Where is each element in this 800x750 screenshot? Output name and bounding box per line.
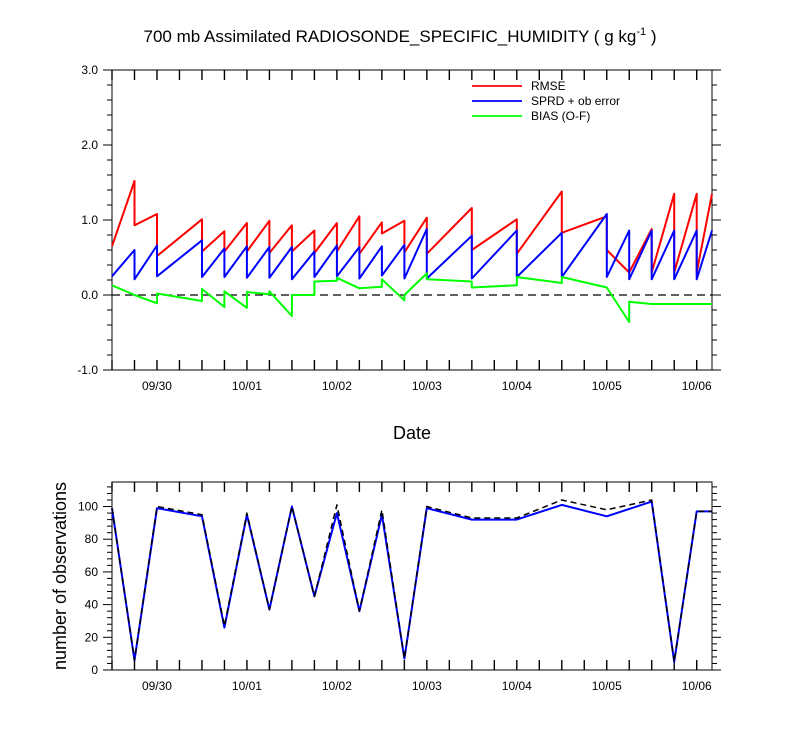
legend-label-rmse: RMSE: [531, 79, 566, 93]
top-series-sprd-ob-error: [111, 213, 713, 281]
bottom-x-tick-label-10-05: 10/05: [592, 679, 622, 693]
top-chart-panel: 09/30 10/01 10/02 10/03 10/04 10/05 10/06 -1.0 0…: [77, 63, 721, 443]
top-x-tick-label-10-02: 10/02: [322, 379, 352, 393]
bottom-x-tick-label-10-02: 10/02: [322, 679, 352, 693]
y-axis-label-observations: number of observations: [50, 482, 70, 670]
bottom-series-assimilated: [111, 500, 712, 663]
top-y-tick-label-0-0: 0.0: [81, 288, 98, 302]
legend-label-bias-o-f: BIAS (O-F): [531, 109, 590, 123]
bottom-series-group: [111, 499, 712, 663]
bottom-chart-panel: 09/30 10/01 10/02 10/03 10/04 10/05 10/06 0 20 40…: [50, 481, 721, 693]
bottom-y-tick-label-0: 0: [91, 663, 98, 677]
bottom-series-possible: [111, 499, 712, 663]
top-x-tick-label-10-05: 10/05: [592, 379, 622, 393]
top-series-bias-o-f: [111, 272, 712, 323]
top-x-tick-label-10-03: 10/03: [412, 379, 442, 393]
top-x-tick-label-10-01: 10/01: [232, 379, 262, 393]
top-y-tick-label-3-0: 3.0: [81, 63, 98, 77]
bottom-x-tick-label-10-01: 10/01: [232, 679, 262, 693]
top-ticks: 09/30 10/01 10/02 10/03 10/04 10/05 10/06 -1.0 0…: [77, 63, 721, 393]
bottom-x-tick-label-09-30: 09/30: [142, 679, 172, 693]
bottom-x-tick-label-10-04: 10/04: [502, 679, 532, 693]
bottom-plot-frame: [111, 481, 713, 671]
top-x-tick-label-10-04: 10/04: [502, 379, 532, 393]
top-y-tick-label-1-0: -1.0: [77, 363, 98, 377]
bottom-y-tick-label-80: 80: [85, 532, 99, 546]
x-axis-label: Date: [393, 423, 431, 443]
top-series-group: [111, 180, 713, 323]
legend-label-sprd-ob-error: SPRD + ob error: [531, 94, 620, 108]
bottom-y-tick-label-100: 100: [78, 500, 98, 514]
bottom-y-tick-label-60: 60: [85, 565, 99, 579]
bottom-ticks: 09/30 10/01 10/02 10/03 10/04 10/05 10/06 0 20 40…: [78, 482, 721, 693]
top-x-tick-label-09-30: 09/30: [142, 379, 172, 393]
bottom-y-tick-label-40: 40: [85, 598, 99, 612]
bottom-x-tick-label-10-03: 10/03: [412, 679, 442, 693]
bottom-y-tick-label-20: 20: [85, 630, 99, 644]
top-y-tick-label-2-0: 2.0: [81, 138, 98, 152]
top-y-tick-label-1-0: 1.0: [81, 213, 98, 227]
top-x-tick-label-10-06: 10/06: [682, 379, 712, 393]
chart-title: 700 mb Assimilated RADIOSONDE_SPECIFIC_H…: [144, 26, 657, 46]
bottom-x-tick-label-10-06: 10/06: [682, 679, 712, 693]
